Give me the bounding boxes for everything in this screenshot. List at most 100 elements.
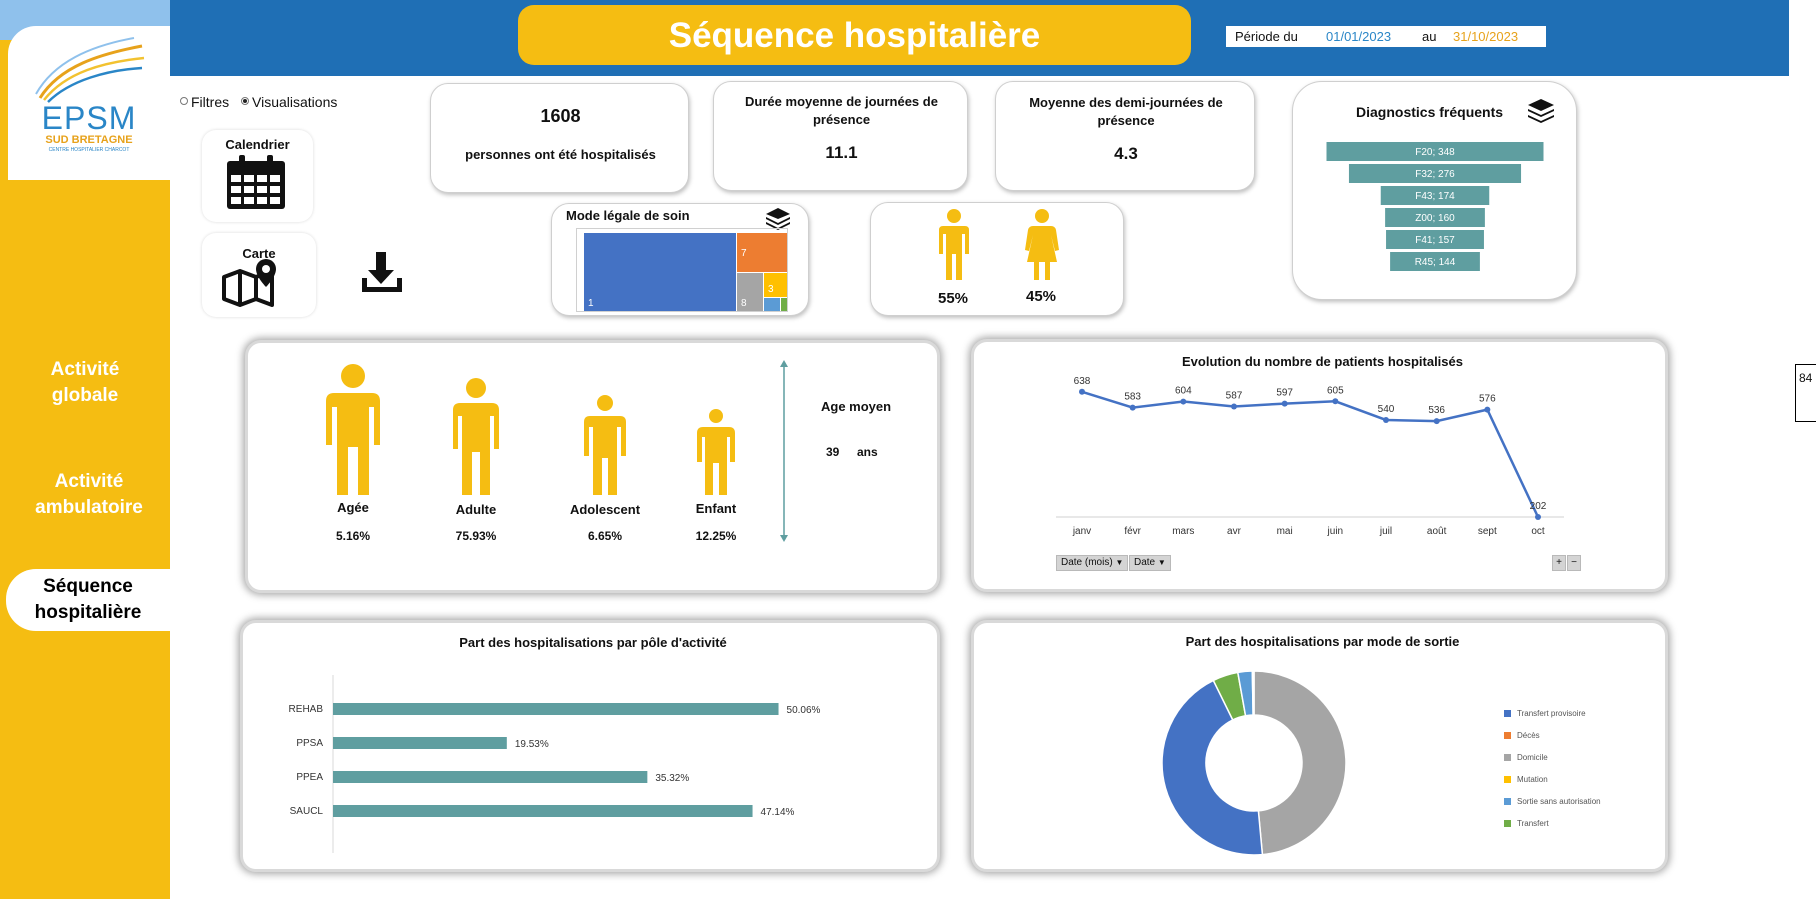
- map-tile[interactable]: Carte: [202, 233, 316, 317]
- radio-filtres[interactable]: Filtres: [180, 94, 229, 110]
- donut-slice: [1252, 670, 1255, 716]
- line-point: [1129, 404, 1136, 411]
- legend-swatch: [1504, 775, 1511, 783]
- person-icon-adulte: [453, 378, 499, 495]
- x-tick-label: avr: [1227, 526, 1242, 537]
- treemap-tile-label: 7: [741, 248, 747, 259]
- diagnostics-card: Diagnostics fréquents F20; 348 F32; 276 F4…: [1292, 81, 1577, 300]
- kpi-patients-label: personnes ont été hospitalisés: [465, 147, 656, 162]
- kpi-patients-value: 1608: [540, 106, 581, 126]
- sidebar-item-activite-globale[interactable]: Activité globale: [0, 357, 170, 409]
- legend-label: Mutation: [1517, 774, 1548, 784]
- pole-bar-label: 19.53%: [515, 739, 549, 750]
- legend-swatch: [1504, 709, 1511, 717]
- right-edge-cell: 84: [1795, 364, 1816, 422]
- line-point-label: 597: [1276, 388, 1293, 399]
- pole-bar: [333, 771, 648, 783]
- period-end-field[interactable]: 31/10/2023: [1453, 29, 1519, 44]
- pole-bar-label: 50.06%: [787, 705, 821, 716]
- x-tick-label: mai: [1277, 526, 1293, 537]
- period-separator: au: [1422, 29, 1437, 44]
- male-icon: [939, 209, 969, 280]
- diagnostic-bar: [1386, 230, 1484, 249]
- legend-label: Transfert: [1517, 818, 1549, 828]
- radio-icon: [180, 97, 188, 106]
- diagnostic-bar-label: R45; 144: [1415, 257, 1456, 268]
- radio-visualisations[interactable]: Visualisations: [241, 94, 337, 110]
- treemap-tile: [764, 298, 780, 311]
- line-point-label: 605: [1327, 385, 1344, 396]
- x-tick-label: févr: [1124, 526, 1141, 537]
- treemap-frame: [576, 228, 788, 312]
- period-start-field[interactable]: 01/01/2023: [1326, 29, 1392, 44]
- age-group-label: Adulte: [455, 502, 497, 517]
- diagnostic-bar: [1380, 186, 1490, 205]
- line-point: [1484, 406, 1491, 413]
- diagnostic-bar-label: F41; 157: [1415, 235, 1455, 246]
- line-point: [1079, 388, 1085, 395]
- kpi-avg-half-days-label: Moyenne des demi-journées de présence: [1029, 95, 1223, 128]
- download-icon[interactable]: [360, 250, 404, 294]
- treemap-tile-label: 1: [588, 298, 594, 309]
- legend-item: Transfert provisoire: [1504, 702, 1664, 724]
- donut-slice: [1253, 670, 1347, 856]
- radio-visualisations-label: Visualisations: [252, 94, 338, 110]
- age-group-percent: 5.16%: [335, 529, 371, 543]
- date-filter-label: Date: [1134, 557, 1156, 568]
- pole-bar: [333, 737, 507, 749]
- sidebar-item-label: Séquence: [43, 576, 133, 597]
- logo-subtitle: SUD BRETAGNE: [45, 134, 133, 146]
- gender-card: 55% 45%: [870, 202, 1124, 316]
- radio-filtres-label: Filtres: [191, 94, 230, 110]
- poles-title: Part des hospitalisations par pôle d'act…: [459, 635, 727, 650]
- x-tick-label: août: [1427, 526, 1447, 537]
- person-icon-adolescent: [584, 395, 626, 495]
- person-icon-agee: [326, 364, 380, 495]
- line-point: [1535, 513, 1541, 520]
- age-group-percent: 6.65%: [587, 529, 623, 543]
- sidebar-item-sequence-hospitaliere[interactable]: Séquence hospitalière: [6, 569, 170, 631]
- diagnostics-title: Diagnostics fréquents: [1356, 104, 1504, 120]
- x-tick-label: sept: [1478, 526, 1497, 537]
- period-label: Période du: [1235, 29, 1298, 44]
- map-label: Carte: [242, 246, 276, 261]
- expand-button[interactable]: +: [1552, 555, 1566, 571]
- sortie-donut-chart: [1161, 670, 1347, 856]
- age-group-label: Enfant: [695, 501, 737, 516]
- diagnostic-bar-label: F43; 174: [1415, 191, 1455, 202]
- treemap-tile: [764, 273, 787, 297]
- line-point-label: 536: [1428, 405, 1445, 416]
- calendar-tile[interactable]: Calendrier: [202, 130, 313, 222]
- legend-label: Décès: [1517, 730, 1540, 740]
- legend-label: Transfert provisoire: [1517, 708, 1586, 718]
- age-group-percent: 12.25%: [695, 529, 737, 543]
- diagnostic-bar-label: F20; 348: [1415, 147, 1455, 158]
- legend-item: Transfert: [1504, 812, 1664, 834]
- stack-layers-icon[interactable]: [1526, 97, 1556, 125]
- collapse-button[interactable]: −: [1567, 555, 1581, 571]
- legend-swatch: [1504, 797, 1511, 805]
- double-arrow-icon: [780, 360, 788, 542]
- sortie-title: Part des hospitalisations par mode de so…: [1185, 634, 1460, 649]
- diagnostic-bar: [1348, 164, 1522, 183]
- kpi-avg-days-label: Durée moyenne de journées de présence: [745, 94, 938, 127]
- sidebar-item-activite-ambulatoire[interactable]: Activité ambulatoire: [4, 469, 174, 521]
- pole-bar-label: 47.14%: [761, 807, 795, 818]
- date-filter-button[interactable]: Date ▼: [1129, 555, 1171, 571]
- x-tick-label: janv: [1072, 526, 1091, 537]
- view-toggle: Filtres Visualisations: [180, 94, 337, 110]
- kpi-avg-days-value: 11.1: [825, 143, 858, 162]
- legend-swatch: [1504, 731, 1511, 739]
- x-tick-label: oct: [1531, 526, 1545, 537]
- diagnostics-funnel-chart: F20; 348 F32; 276 F43; 174 Z00; 160 F41; 157…: [1326, 142, 1544, 271]
- date-month-filter-button[interactable]: Date (mois) ▼: [1056, 555, 1129, 571]
- dropdown-arrow-icon: ▼: [1157, 558, 1166, 567]
- treemap-tile: [584, 233, 736, 311]
- age-panel: Agée Adulte Adolescent Enfant 5.16% 75.9…: [245, 340, 940, 593]
- legend-swatch: [1504, 819, 1511, 827]
- poles-bar-chart: REHAB 50.06% PPSA 19.53% PPEA 35.32% SAUCL 47.1…: [289, 675, 821, 853]
- age-group-label: Agée: [337, 500, 369, 515]
- line-point: [1433, 418, 1440, 425]
- evolution-title: Evolution du nombre de patients hospital…: [1182, 354, 1463, 369]
